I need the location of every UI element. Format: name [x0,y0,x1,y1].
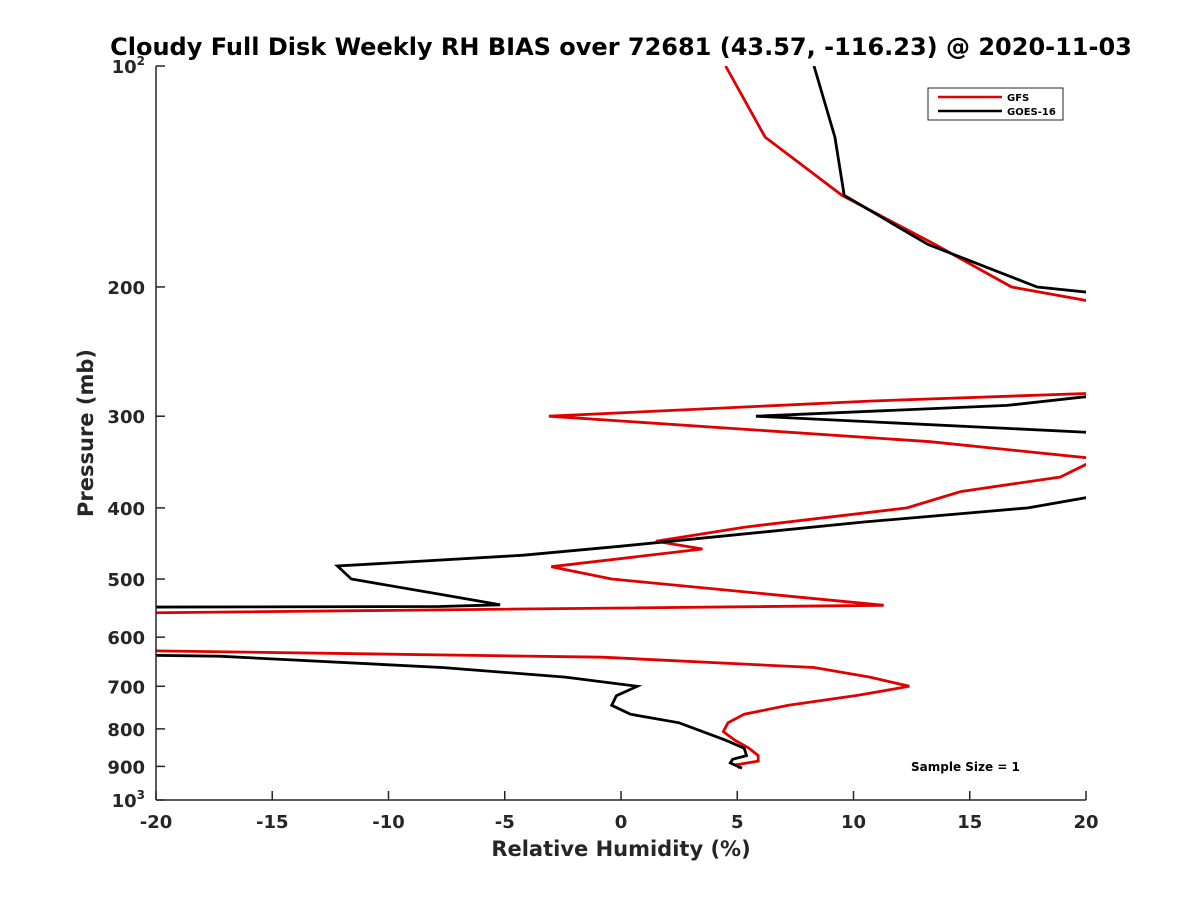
x-axis-label: Relative Humidity (%) [491,837,750,861]
series-line-goes16 [156,66,1086,770]
sample-size-annotation: Sample Size = 1 [911,760,1020,774]
y-tick-label: 300 [107,407,145,428]
y-ticks: 102 200 300 400 500 600 700 800 900 103 [107,54,165,812]
x-tick-label: -20 [140,812,173,833]
series-group [156,66,1086,770]
x-ticks: -20 -15 -10 -5 0 5 10 15 20 [140,791,1099,833]
legend: GFS GOES-16 [927,87,1064,121]
y-tick-label: 800 [107,720,145,741]
x-tick-label: 0 [615,812,628,833]
x-tick-label: -15 [256,812,289,833]
legend-label-gfs: GFS [1007,93,1029,104]
legend-label-goes16: GOES-16 [1007,107,1056,118]
y-tick-label: 103 [112,788,145,812]
series-line-gfs [156,66,1086,769]
y-tick-label: 900 [107,757,145,778]
x-tick-label: 20 [1073,812,1098,833]
y-tick-label: 700 [107,677,145,698]
y-axis-label: Pressure (mb) [74,349,98,517]
x-tick-label: 15 [957,812,982,833]
y-tick-label: 102 [112,54,145,78]
x-tick-label: -10 [372,812,405,833]
y-tick-label: 200 [107,278,145,299]
y-tick-label: 600 [107,628,145,649]
x-tick-label: 5 [731,812,744,833]
legend-box [927,87,1064,121]
plot-area [156,66,1086,800]
x-tick-label: -5 [495,812,515,833]
y-tick-label: 500 [107,570,145,591]
x-tick-label: 10 [841,812,866,833]
y-tick-label: 400 [107,499,145,520]
chart-title: Cloudy Full Disk Weekly RH BIAS over 726… [110,33,1132,61]
